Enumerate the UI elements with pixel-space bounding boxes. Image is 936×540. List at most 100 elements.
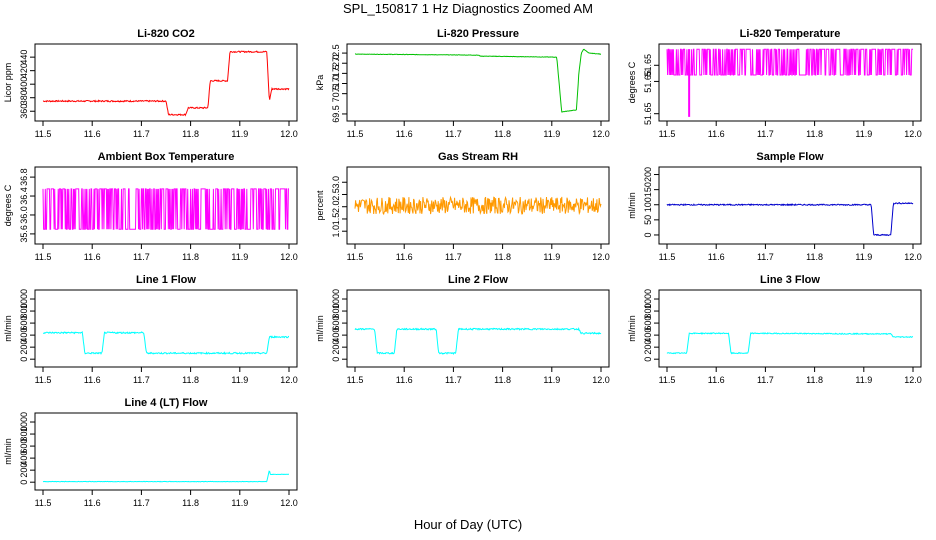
panel-title: Line 4 (LT) Flow bbox=[125, 397, 208, 409]
x-tick-label: 11.6 bbox=[396, 375, 413, 385]
x-tick-label: 11.8 bbox=[806, 129, 823, 139]
series-line bbox=[42, 470, 289, 483]
figure-title: SPL_150817 1 Hz Diagnostics Zoomed AM bbox=[342, 1, 594, 16]
panel-title: Line 3 Flow bbox=[760, 274, 820, 286]
y-tick-label: 72.0 bbox=[331, 54, 341, 72]
x-tick-label: 11.8 bbox=[806, 252, 823, 262]
y-tick-label: 800 bbox=[19, 427, 29, 442]
y-tick-label: 600 bbox=[19, 439, 29, 454]
y-tick-label: 0 bbox=[643, 357, 653, 362]
x-tick-label: 11.7 bbox=[133, 252, 150, 262]
x-tick-label: 11.7 bbox=[133, 498, 150, 508]
x-tick-label: 11.9 bbox=[855, 375, 872, 385]
x-tick-label: 11.5 bbox=[35, 498, 52, 508]
x-tick-label: 11.9 bbox=[543, 129, 560, 139]
y-tick-label: 600 bbox=[331, 316, 341, 331]
y-axis-label: ml/min bbox=[627, 315, 637, 342]
y-tick-label: 51.65 bbox=[643, 54, 653, 77]
plot-frame bbox=[346, 289, 610, 368]
y-tick-label: 400 bbox=[643, 328, 653, 343]
x-tick-label: 11.7 bbox=[757, 252, 774, 262]
panel-title: Li-820 CO2 bbox=[137, 28, 194, 40]
y-axis-label: ml/min bbox=[627, 192, 637, 219]
x-tick-label: 11.8 bbox=[494, 129, 511, 139]
x-tick-label: 11.9 bbox=[855, 252, 872, 262]
y-tick-label: 100 bbox=[643, 197, 653, 212]
series-line bbox=[354, 48, 601, 113]
series-line bbox=[666, 48, 913, 76]
y-tick-label: 50 bbox=[643, 215, 653, 225]
y-axis-label: ml/min bbox=[3, 315, 13, 342]
x-tick-label: 11.6 bbox=[708, 129, 725, 139]
plot-frame bbox=[34, 289, 298, 368]
y-tick-label: 200 bbox=[643, 167, 653, 182]
y-tick-label: 0 bbox=[331, 357, 341, 362]
y-tick-label: 200 bbox=[19, 340, 29, 355]
series-line bbox=[42, 188, 289, 230]
x-tick-label: 11.5 bbox=[659, 252, 676, 262]
y-tick-label: 150 bbox=[643, 182, 653, 197]
x-tick-label: 11.7 bbox=[445, 129, 462, 139]
plot-frame bbox=[658, 289, 922, 368]
x-tick-label: 11.6 bbox=[84, 498, 101, 508]
y-tick-label: 600 bbox=[643, 316, 653, 331]
panel-title: Li-820 Pressure bbox=[437, 28, 519, 40]
panel-title: Ambient Box Temperature bbox=[98, 151, 235, 163]
y-axis-label: ml/min bbox=[315, 315, 325, 342]
x-tick-label: 11.8 bbox=[182, 375, 199, 385]
x-tick-label: 12.0 bbox=[592, 375, 610, 385]
y-axis-label: ml/min bbox=[3, 438, 13, 465]
y-tick-label: 2.0 bbox=[331, 200, 341, 213]
x-tick-label: 12.0 bbox=[280, 375, 298, 385]
y-tick-label: 1.5 bbox=[331, 213, 341, 226]
x-tick-label: 12.0 bbox=[904, 375, 922, 385]
y-axis-label: percent bbox=[315, 190, 325, 221]
y-tick-label: 36.0 bbox=[19, 206, 29, 224]
x-tick-label: 12.0 bbox=[592, 252, 610, 262]
x-tick-label: 11.8 bbox=[494, 375, 511, 385]
x-tick-label: 11.8 bbox=[806, 375, 823, 385]
x-tick-label: 12.0 bbox=[904, 252, 922, 262]
y-tick-label: 200 bbox=[643, 340, 653, 355]
y-axis-label: degrees C bbox=[627, 61, 637, 103]
series-line bbox=[42, 50, 290, 117]
y-tick-label: 70.5 bbox=[331, 85, 341, 103]
y-tick-label: 1000 bbox=[643, 289, 653, 309]
x-tick-label: 11.6 bbox=[708, 252, 725, 262]
x-tick-label: 11.5 bbox=[35, 252, 52, 262]
panel-title: Sample Flow bbox=[756, 151, 824, 163]
y-tick-label: 51.65 bbox=[643, 102, 653, 125]
y-tick-label: 51.65 bbox=[643, 70, 653, 93]
x-tick-label: 12.0 bbox=[280, 129, 298, 139]
x-tick-label: 11.9 bbox=[543, 252, 560, 262]
y-tick-label: 0 bbox=[19, 357, 29, 362]
x-tick-label: 11.8 bbox=[182, 498, 199, 508]
y-tick-label: 69.5 bbox=[331, 105, 341, 123]
y-tick-label: 380 bbox=[19, 90, 29, 105]
y-tick-label: 71.5 bbox=[331, 65, 341, 83]
panel-1: Li-820 Pressure 69.5 70.571.071.572.072.5 k… bbox=[315, 28, 610, 139]
x-tick-label: 11.8 bbox=[182, 252, 199, 262]
x-tick-label: 11.7 bbox=[445, 252, 462, 262]
y-tick-label: 400 bbox=[19, 328, 29, 343]
y-tick-label: 72.5 bbox=[331, 44, 341, 62]
y-tick-label: 1000 bbox=[19, 412, 29, 432]
x-tick-label: 12.0 bbox=[280, 498, 298, 508]
y-tick-label: 600 bbox=[19, 316, 29, 331]
x-tick-label: 12.0 bbox=[592, 129, 610, 139]
y-tick-label: 0 bbox=[19, 480, 29, 485]
panel-title: Li-820 Temperature bbox=[740, 28, 841, 40]
y-tick-label: 800 bbox=[643, 304, 653, 319]
y-tick-label: 440 bbox=[19, 50, 29, 65]
series-line bbox=[354, 195, 602, 216]
panel-title: Line 1 Flow bbox=[136, 274, 196, 286]
x-tick-label: 11.9 bbox=[231, 252, 248, 262]
y-tick-label: 360 bbox=[19, 104, 29, 119]
x-tick-label: 12.0 bbox=[280, 252, 298, 262]
y-tick-label: 200 bbox=[19, 463, 29, 478]
series-line bbox=[43, 330, 290, 355]
